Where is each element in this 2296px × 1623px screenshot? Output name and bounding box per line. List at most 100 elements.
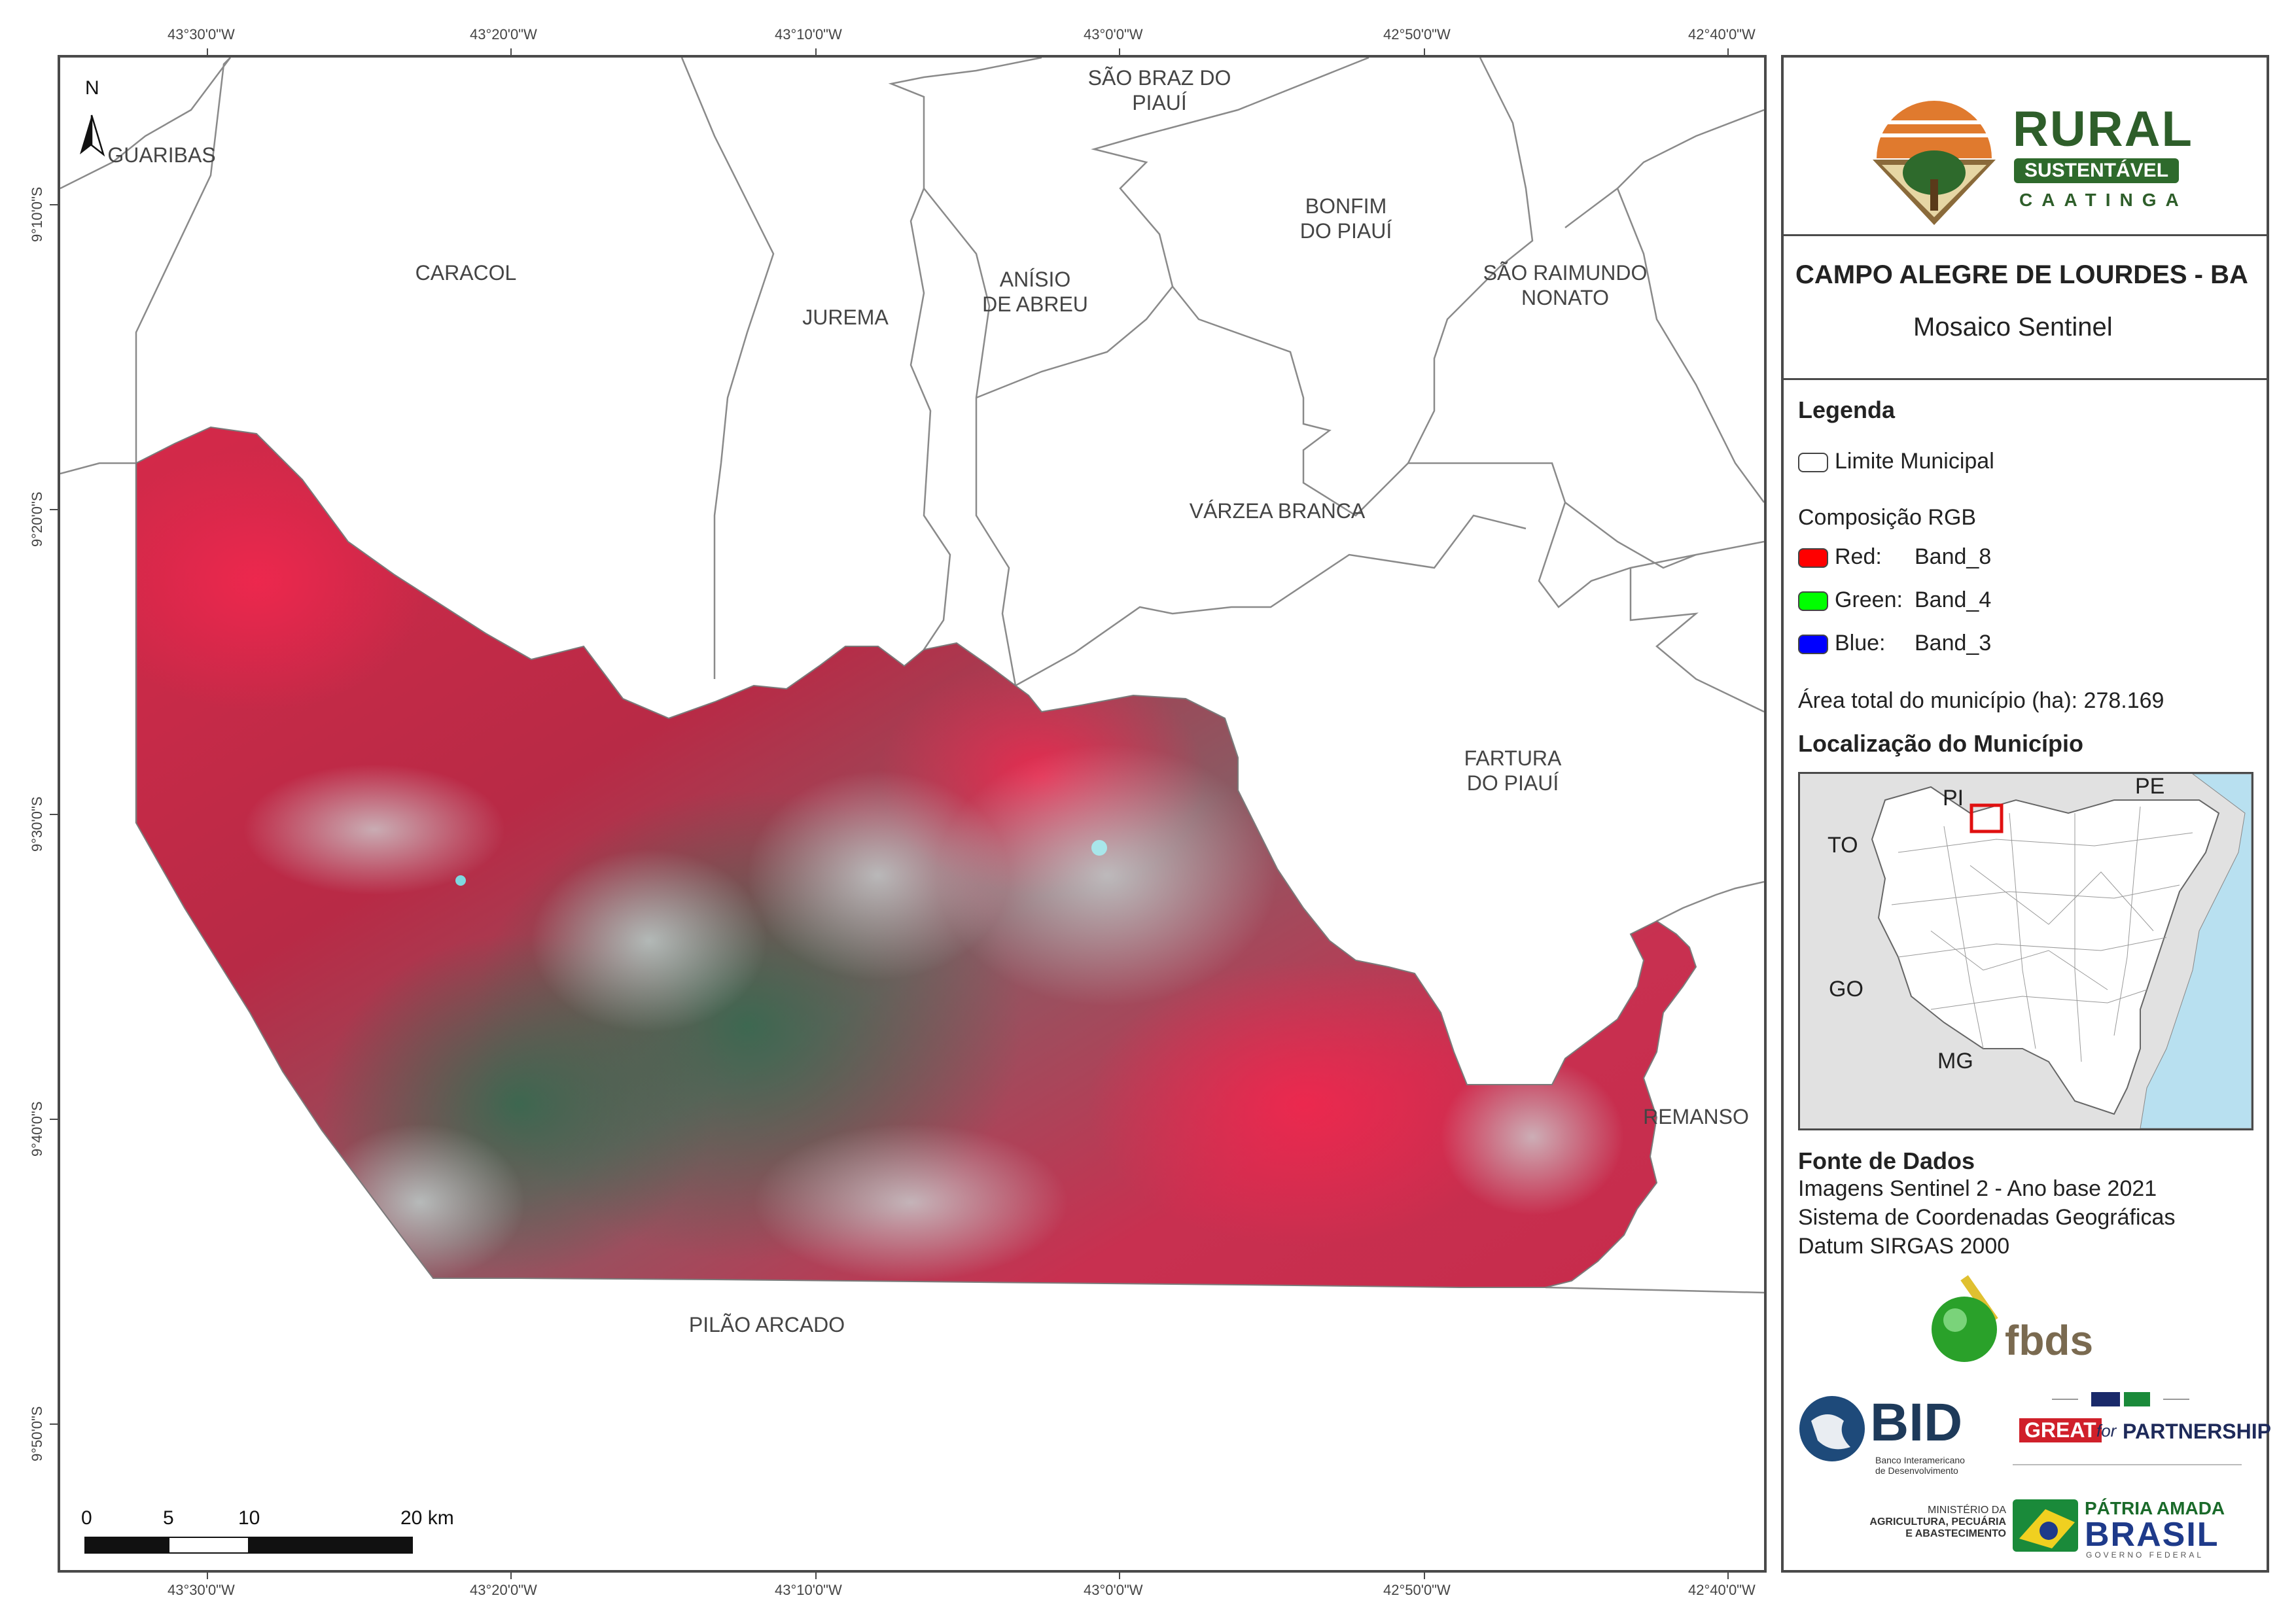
- brasil-governo-logo: PÁTRIA AMADA BRASIL GOVERNO FEDERAL: [2013, 1498, 2235, 1560]
- scale-label-10: 10: [238, 1507, 260, 1529]
- bid-globe-icon: [1799, 1396, 1865, 1461]
- for-text: for: [2096, 1421, 2117, 1440]
- partnership-text: PARTNERSHIP: [2123, 1420, 2271, 1443]
- inset-label-go: GO: [1829, 977, 1863, 1002]
- brazil-flag-icon: [2124, 1392, 2150, 1406]
- inset-label-pe: PE: [2135, 774, 2165, 799]
- label-varzea-branca: VÁRZEA BRANCA: [1189, 499, 1366, 523]
- rural-sustentavel-logo: RURAL SUSTENTÁVEL CAATINGA: [1862, 94, 2192, 264]
- patria-amada-text: PÁTRIA AMADA: [2085, 1498, 2225, 1518]
- label-sao-braz-do-piaui: SÃO BRAZ DO PIAUÍ: [1087, 66, 1231, 114]
- tick: [50, 1119, 58, 1120]
- scale-bar: [84, 1537, 413, 1554]
- coord-top-5: 42°50'0"W: [1383, 26, 1451, 43]
- coord-top-3: 43°10'0"W: [775, 26, 842, 43]
- coord-bottom-3: 43°10'0"W: [775, 1582, 842, 1598]
- inset-label-mg: MG: [1937, 1049, 1973, 1073]
- sources-heading: Fonte de Dados: [1798, 1147, 1975, 1174]
- rural-text: RURAL: [2013, 101, 2193, 157]
- label-guaribas: GUARIBAS: [107, 143, 216, 167]
- map-canvas[interactable]: N 0 5 10 20 km: [60, 58, 1764, 1570]
- coord-bottom-5: 42°50'0"W: [1383, 1582, 1451, 1598]
- scale-label-20: 20 km: [400, 1507, 454, 1529]
- caatinga-text: CAATINGA: [2019, 190, 2188, 210]
- scale-bar-labels: 0 5 10 20 km: [81, 1507, 454, 1529]
- ministry-line-2: AGRICULTURA, PECUÁRIA: [1869, 1516, 2006, 1527]
- scale-label-0: 0: [81, 1507, 92, 1529]
- map-frame[interactable]: N 0 5 10 20 km GUARIBAS CARACOL JUREMA A…: [58, 55, 1767, 1573]
- red-swatch: [1798, 548, 1828, 568]
- scale-label-5: 5: [163, 1507, 174, 1529]
- tick: [50, 204, 58, 205]
- fbds-logo: fbds: [1929, 1273, 2099, 1371]
- coord-left-4: 9°40'0"S: [29, 1101, 45, 1157]
- coord-bottom-1: 43°30'0"W: [168, 1582, 235, 1598]
- coord-bottom-6: 42°40'0"W: [1688, 1582, 1756, 1598]
- coord-top-6: 42°40'0"W: [1688, 26, 1756, 43]
- legend-red-band: Band_8: [1915, 544, 1992, 569]
- sustentavel-text: SUSTENTÁVEL: [2014, 158, 2180, 183]
- coord-left-3: 9°30'0"S: [29, 796, 45, 852]
- bid-sub-1: Banco Interamericano: [1875, 1455, 1965, 1465]
- coord-left-5: 9°50'0"S: [29, 1406, 45, 1461]
- legend-green-channel: Green:: [1835, 587, 1903, 612]
- map-sidebar: RURAL SUSTENTÁVEL CAATINGA CAMPO ALEGRE …: [1781, 55, 2271, 1573]
- north-arrow-icon: N: [80, 77, 105, 157]
- label-sao-raimundo-nonato: SÃO RAIMUNDO NONATO: [1483, 261, 1648, 309]
- tick: [50, 509, 58, 510]
- label-bonfim-do-piaui: BONFIM DO PIAUÍ: [1299, 194, 1392, 243]
- bid-sub-2: de Desenvolvimento: [1875, 1465, 1958, 1476]
- brasil-text: BRASIL: [2085, 1516, 2219, 1554]
- coord-left-1: 9°10'0"S: [29, 186, 45, 242]
- rural-logo-icon: [1873, 101, 1996, 225]
- label-anisio-de-abreu: ANÍSIO DE ABREU: [982, 268, 1088, 316]
- brasil-flag-shape-icon: [2013, 1499, 2078, 1552]
- limit-swatch: [1798, 453, 1828, 472]
- great-partnership-logo: GREAT for PARTNERSHIP: [2013, 1392, 2271, 1471]
- label-jurema: JUREMA: [802, 305, 889, 329]
- tick: [50, 814, 58, 815]
- location-inset-map[interactable]: PI PE TO GO MG: [1798, 772, 2253, 1130]
- campo-alegre-outline: [135, 426, 1697, 1288]
- blue-swatch: [1798, 635, 1828, 654]
- coord-left-2: 9°20'0"S: [29, 491, 45, 547]
- coord-top-1: 43°30'0"W: [168, 26, 235, 43]
- label-remanso: REMANSO: [1643, 1105, 1749, 1128]
- municipality-locator-box: [1969, 803, 2004, 833]
- source-line-2: Sistema de Coordenadas Geográficas: [1798, 1205, 2176, 1230]
- legend-red-channel: Red:: [1835, 544, 1882, 569]
- panel-divider: [1784, 234, 2267, 236]
- label-caracol: CARACOL: [415, 261, 517, 285]
- north-label: N: [85, 77, 99, 99]
- uk-flag-icon: [2091, 1392, 2120, 1406]
- municipality-area: Área total do município (ha): 278.169: [1798, 688, 2164, 713]
- green-swatch: [1798, 591, 1828, 611]
- legend-heading: Legenda: [1798, 396, 1896, 423]
- ministry-line-3: E ABASTECIMENTO: [1905, 1528, 2006, 1539]
- legend-limit: Limite Municipal: [1835, 449, 1994, 474]
- coord-bottom-2: 43°20'0"W: [470, 1582, 537, 1598]
- map-title: CAMPO ALEGRE DE LOURDES - BA: [1795, 260, 2248, 289]
- sentinel-mosaic: [136, 427, 1696, 1287]
- inset-label-pi: PI: [1943, 786, 1964, 811]
- bid-logo: BID Banco Interamericano de Desenvolvime…: [1798, 1392, 2007, 1484]
- ministry-agriculture-logo: MINISTÉRIO DA AGRICULTURA, PECUÁRIA E AB…: [1823, 1505, 2006, 1557]
- legend-blue-channel: Blue:: [1835, 631, 1886, 655]
- inset-label-to: TO: [1828, 833, 1858, 858]
- governo-federal-text: GOVERNO FEDERAL: [2086, 1550, 2204, 1560]
- legend-rgb-heading: Composição RGB: [1798, 505, 1977, 530]
- bid-text: BID: [1870, 1393, 1963, 1452]
- ministry-line-1: MINISTÉRIO DA: [1927, 1505, 2006, 1516]
- location-heading: Localização do Município: [1798, 730, 2084, 757]
- coord-top-4: 43°0'0"W: [1084, 26, 1143, 43]
- panel-divider: [1784, 378, 2267, 380]
- coord-bottom-4: 43°0'0"W: [1084, 1582, 1143, 1598]
- source-line-3: Datum SIRGAS 2000: [1798, 1234, 2010, 1259]
- inset-svg: [1871, 774, 2252, 1128]
- label-fartura-do-piaui: FARTURA DO PIAUÍ: [1464, 746, 1562, 795]
- great-text: GREAT: [2019, 1418, 2102, 1442]
- fbds-icon: [1932, 1275, 1998, 1362]
- fbds-text: fbds: [2005, 1317, 2094, 1364]
- map-subtitle: Mosaico Sentinel: [1913, 313, 2113, 341]
- source-line-1: Imagens Sentinel 2 - Ano base 2021: [1798, 1176, 2157, 1201]
